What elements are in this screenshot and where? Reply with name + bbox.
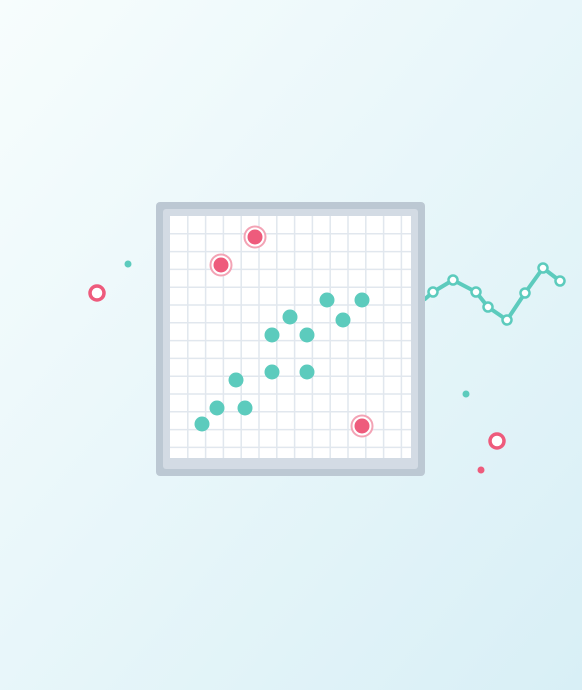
teal-dot-icon [336,313,351,328]
zigzag-vertex [472,288,481,297]
zigzag-vertex [484,303,493,312]
pink-target-icon [352,416,373,437]
teal-dot-icon [265,328,280,343]
zigzag-vertex [503,316,512,325]
teal-dot-icon [320,293,335,308]
zigzag-vertex [429,288,438,297]
small-dot-icon [125,261,132,268]
teal-dot-icon [265,365,280,380]
pink-ring-icon [490,434,504,448]
pink-target-icon [245,227,266,248]
teal-dot-icon [283,310,298,325]
teal-dot-icon [355,293,370,308]
teal-dot-icon [300,328,315,343]
zigzag-vertex [449,276,458,285]
zigzag-vertex [539,264,548,273]
small-dot-icon [478,467,485,474]
teal-dot-icon [210,401,225,416]
pink-target-icon [211,255,232,276]
zigzag-vertex [521,289,530,298]
teal-dot-icon [300,365,315,380]
teal-dot-icon [238,401,253,416]
grid-frame-icon [156,202,425,476]
teal-dot-icon [229,373,244,388]
teal-dot-icon [195,417,210,432]
pink-ring-icon [90,286,104,300]
small-dot-icon [463,391,470,398]
zigzag-vertex [556,277,565,286]
